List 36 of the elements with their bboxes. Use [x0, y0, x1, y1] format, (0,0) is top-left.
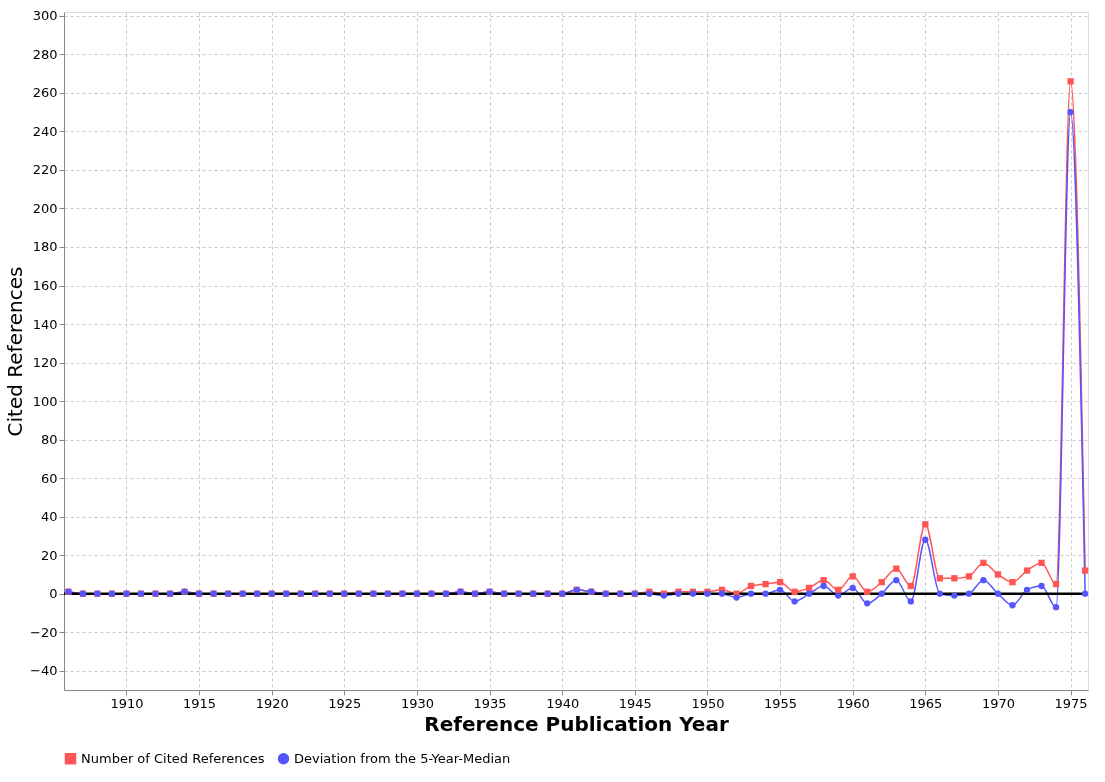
x-tick-label: 1960: [836, 695, 870, 711]
x-tick-label: 1940: [546, 695, 580, 711]
y-tick-label: 200: [32, 200, 58, 216]
y-axis-title: Cited References: [3, 266, 28, 437]
y-tick-label: 40: [40, 509, 58, 525]
y-tick-label: −40: [30, 663, 58, 679]
x-tick-label: 1965: [909, 695, 943, 711]
x-tick-label: 1945: [618, 695, 652, 711]
legend-label: Deviation from the 5-Year-Median: [294, 750, 511, 766]
legend-label: Number of Cited References: [81, 750, 265, 766]
x-tick-label: 1925: [328, 695, 362, 711]
y-tick-label: 280: [32, 46, 58, 62]
x-tick-label: 1930: [400, 695, 434, 711]
x-axis-title: Reference Publication Year: [424, 711, 729, 736]
y-tick-label: 160: [32, 278, 58, 294]
x-tick-label: 1975: [1054, 695, 1088, 711]
x-tick-label: 1970: [981, 695, 1015, 711]
y-tick-label: 0: [49, 586, 58, 602]
x-tick-label: 1955: [764, 695, 798, 711]
x-tick-label: 1950: [691, 695, 725, 711]
y-tick-label: 100: [32, 393, 58, 409]
x-tick-label: 1915: [183, 695, 217, 711]
x-tick-label: 1935: [473, 695, 507, 711]
y-tick-label: −20: [30, 624, 58, 640]
y-tick-label: 260: [32, 85, 58, 101]
y-tick-label: 140: [32, 316, 58, 332]
y-tick-label: 180: [32, 239, 58, 255]
y-tick-label: 240: [32, 123, 58, 139]
y-tick-label: 300: [32, 8, 58, 24]
y-tick-label: 120: [32, 355, 58, 371]
y-tick-label: 60: [40, 470, 58, 486]
y-tick-label: 20: [40, 547, 58, 563]
x-tick-label: 1910: [110, 695, 144, 711]
x-tick-label: 1920: [255, 695, 289, 711]
y-tick-label: 220: [32, 162, 58, 178]
y-tick-label: 80: [40, 432, 58, 448]
